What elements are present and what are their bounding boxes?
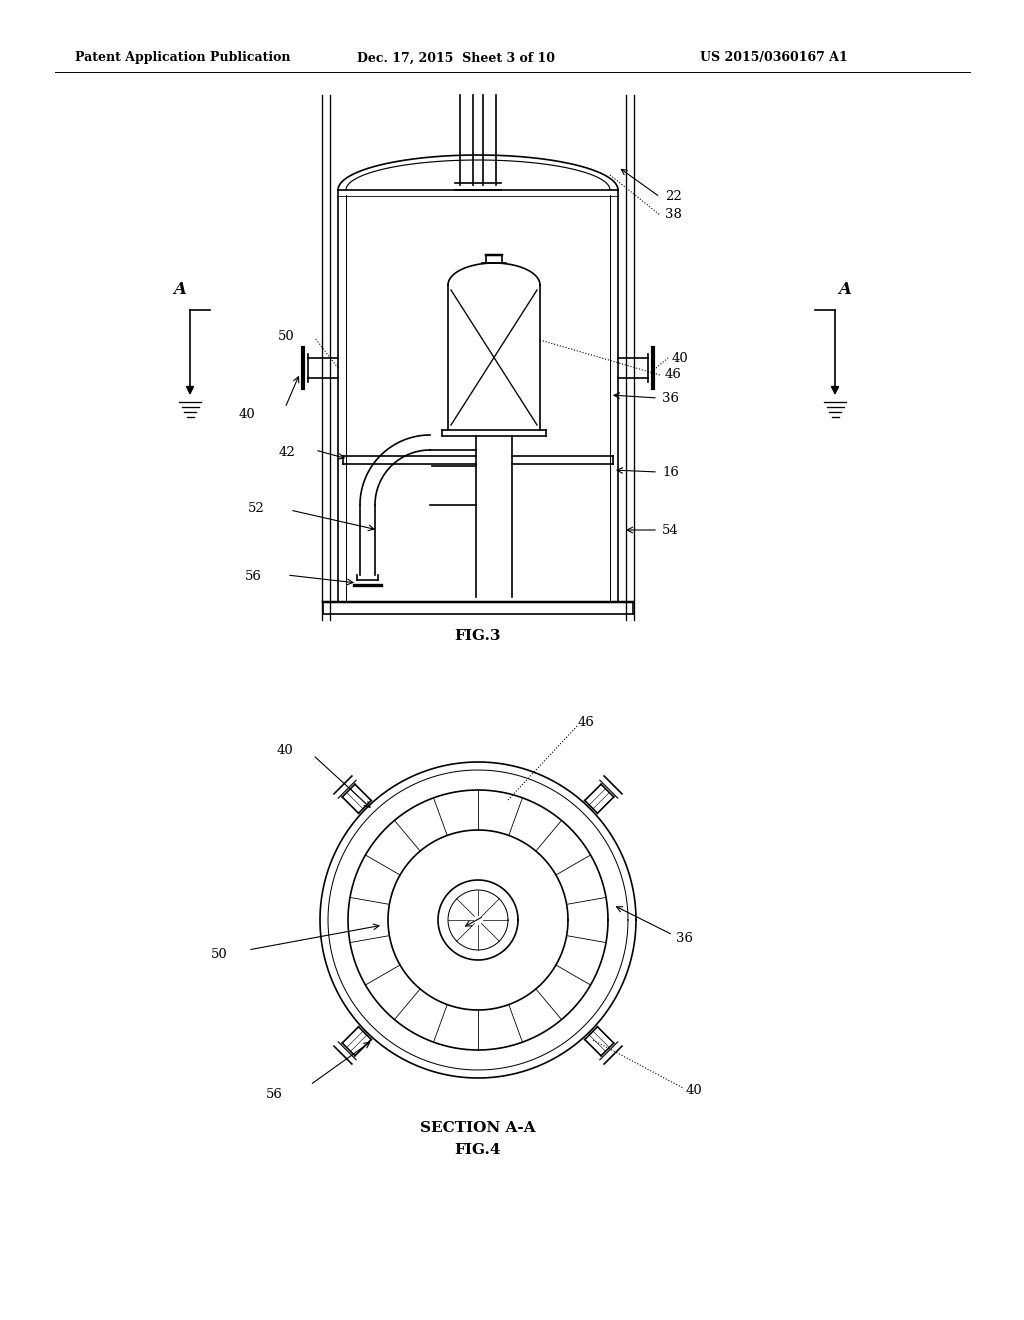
Text: 46: 46 [578,715,595,729]
Text: 52: 52 [248,502,265,515]
Text: 50: 50 [211,949,228,961]
Text: 46: 46 [665,368,682,381]
Text: 56: 56 [245,570,262,583]
Text: 56: 56 [266,1089,283,1101]
Text: 38: 38 [665,209,682,222]
Text: 54: 54 [662,524,679,536]
Text: 16: 16 [662,466,679,479]
Text: FIG.4: FIG.4 [455,1143,502,1158]
Text: 36: 36 [662,392,679,404]
Text: FIG.3: FIG.3 [455,630,502,643]
Text: 36: 36 [676,932,693,945]
Text: SECTION A-A: SECTION A-A [420,1121,536,1135]
Text: A: A [173,281,186,298]
Text: 50: 50 [279,330,295,342]
Text: 40: 40 [276,743,293,756]
Text: US 2015/0360167 A1: US 2015/0360167 A1 [700,51,848,65]
Text: Patent Application Publication: Patent Application Publication [75,51,291,65]
Text: A: A [839,281,851,298]
Text: 22: 22 [665,190,682,203]
Text: 40: 40 [672,351,689,364]
Text: 40: 40 [686,1084,702,1097]
Text: 40: 40 [239,408,255,421]
Text: 42: 42 [279,446,295,458]
Text: Dec. 17, 2015  Sheet 3 of 10: Dec. 17, 2015 Sheet 3 of 10 [357,51,555,65]
